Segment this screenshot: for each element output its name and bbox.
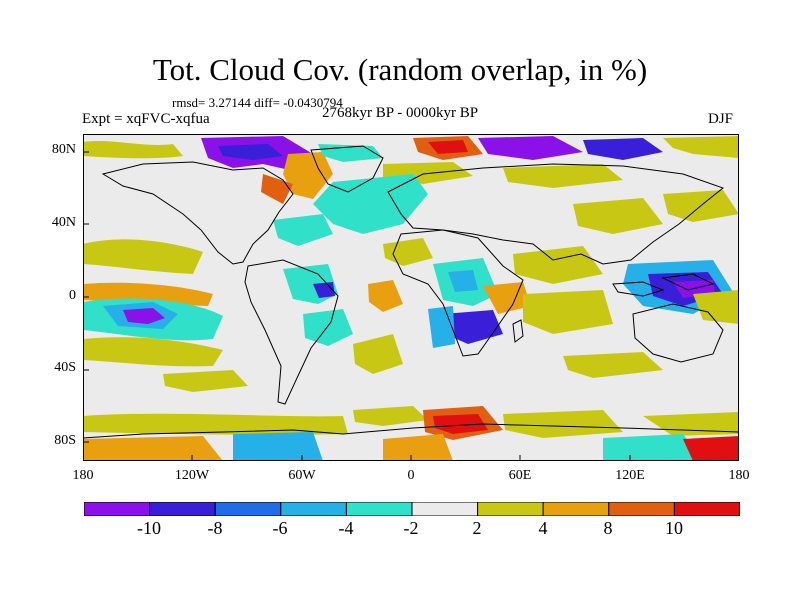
- season-label: DJF: [708, 111, 734, 127]
- colorbar-label: 8: [603, 518, 613, 538]
- colorbar-swatch: [149, 502, 216, 516]
- colorbar-label: 4: [538, 518, 548, 538]
- world-map: [83, 134, 739, 461]
- colorbar-label: -6: [272, 518, 288, 538]
- colorbar: [84, 502, 740, 516]
- colorbar-label: -8: [207, 518, 223, 538]
- colorbar-swatch: [280, 502, 347, 516]
- colorbar-swatch: [608, 502, 675, 516]
- y-tick-label: 40S: [54, 360, 76, 375]
- plot-title: Tot. Cloud Cov. (random overlap, in %): [152, 52, 648, 87]
- period-label: 2768kyr BP - 0000kyr BP: [322, 105, 479, 121]
- x-tick-label: 180: [72, 468, 94, 483]
- colorbar-label: 2: [472, 518, 482, 538]
- colorbar-label: 10: [665, 518, 683, 538]
- experiment-label: Expt = xqFVC-xqfua: [82, 111, 210, 127]
- y-tick-label: 40N: [51, 215, 76, 230]
- x-tick-label: 180: [728, 468, 750, 483]
- x-tick-label: 60E: [508, 468, 532, 483]
- y-tick-label: 80N: [51, 142, 76, 157]
- y-tick-label: 0: [69, 288, 76, 303]
- colorbar-swatch: [411, 502, 479, 516]
- stats-line: rmsd= 3.27144 diff= -0.0430794: [172, 95, 343, 110]
- x-tick-label: 120W: [174, 468, 210, 483]
- colorbar-swatch: [542, 502, 610, 516]
- y-tick-label: 80S: [54, 433, 76, 448]
- colorbar-swatch: [84, 502, 151, 516]
- colorbar-label: -10: [137, 518, 161, 538]
- colorbar-swatch: [345, 502, 413, 516]
- axis-ticks: [83, 151, 631, 461]
- x-tick-label: 60W: [288, 468, 316, 483]
- colorbar-swatch: [477, 502, 544, 516]
- x-tick-label: 120E: [615, 468, 645, 483]
- x-tick-label: 0: [407, 468, 415, 483]
- colorbar-swatch: [673, 502, 740, 516]
- colorbar-swatch: [214, 502, 282, 516]
- coastlines: [83, 145, 739, 439]
- colorbar-label: -2: [403, 518, 419, 538]
- colorbar-label: -4: [338, 518, 354, 538]
